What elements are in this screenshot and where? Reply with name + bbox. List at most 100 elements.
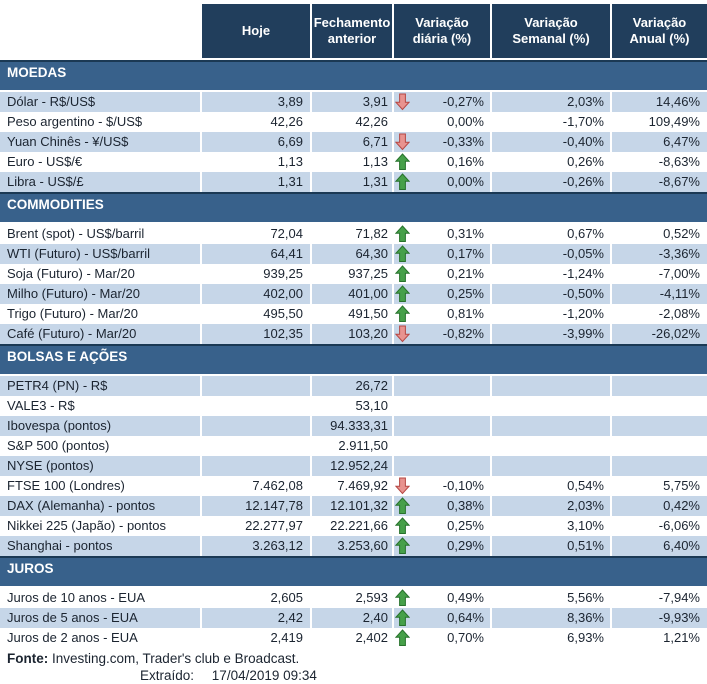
cell-fechamento[interactable]: 12.101,32 bbox=[312, 496, 392, 516]
cell-variacao-diaria[interactable]: 0,00% bbox=[394, 172, 490, 192]
cell-label[interactable]: Milho (Futuro) - Mar/20 bbox=[0, 284, 200, 304]
cell-variacao-semanal[interactable]: 2,03% bbox=[492, 92, 610, 112]
cell-variacao-anual[interactable]: -3,36% bbox=[612, 244, 707, 264]
cell-fechamento[interactable]: 94.333,31 bbox=[312, 416, 392, 436]
cell-label[interactable]: WTI (Futuro) - US$/barril bbox=[0, 244, 200, 264]
cell-variacao-semanal[interactable]: 6,93% bbox=[567, 630, 604, 645]
cell-variacao-anual[interactable]: -7,94% bbox=[658, 590, 700, 605]
cell-variacao-anual[interactable]: 6,47% bbox=[612, 132, 707, 152]
cell-fechamento[interactable]: 1,13 bbox=[362, 154, 388, 169]
cell-hoje[interactable]: 102,35 bbox=[202, 324, 310, 344]
cell-variacao-anual[interactable]: -7,00% bbox=[658, 266, 700, 281]
cell-label[interactable]: Yuan Chinês - ¥/US$ bbox=[0, 132, 200, 152]
cell-variacao-semanal[interactable]: 0,67% bbox=[567, 226, 604, 241]
cell-variacao-anual[interactable]: -9,93% bbox=[612, 608, 707, 628]
cell-hoje[interactable]: 3,89 bbox=[202, 92, 310, 112]
cell-fechamento[interactable]: 2,593 bbox=[355, 590, 388, 605]
cell-hoje[interactable]: 402,00 bbox=[202, 284, 310, 304]
cell-variacao-diaria[interactable]: 0,81% bbox=[394, 304, 490, 324]
cell-hoje[interactable]: 42,26 bbox=[270, 114, 303, 129]
column-header-hoje[interactable]: Hoje bbox=[202, 4, 310, 58]
cell-label[interactable]: Dólar - R$/US$ bbox=[0, 92, 200, 112]
cell-variacao-anual[interactable]: 0,52% bbox=[663, 226, 700, 241]
cell-variacao-semanal[interactable]: 8,36% bbox=[492, 608, 610, 628]
cell-hoje[interactable]: 2,605 bbox=[270, 590, 303, 605]
cell-variacao-semanal[interactable]: 0,54% bbox=[567, 478, 604, 493]
cell-variacao-semanal[interactable] bbox=[492, 416, 610, 436]
cell-fechamento[interactable]: 491,50 bbox=[348, 306, 388, 321]
cell-fechamento[interactable]: 1,31 bbox=[312, 172, 392, 192]
cell-hoje[interactable]: 64,41 bbox=[202, 244, 310, 264]
cell-hoje[interactable]: 12.147,78 bbox=[202, 496, 310, 516]
cell-fechamento[interactable]: 42,26 bbox=[355, 114, 388, 129]
cell-variacao-anual[interactable]: 5,75% bbox=[663, 478, 700, 493]
cell-hoje[interactable] bbox=[202, 456, 310, 476]
cell-variacao-diaria[interactable]: 0,64% bbox=[394, 608, 490, 628]
cell-hoje[interactable]: 939,25 bbox=[263, 266, 303, 281]
cell-variacao-semanal[interactable] bbox=[492, 436, 610, 456]
cell-variacao-diaria[interactable]: 0,31% bbox=[394, 224, 490, 244]
cell-variacao-semanal[interactable]: -1,70% bbox=[562, 114, 604, 129]
cell-fechamento[interactable]: 64,30 bbox=[312, 244, 392, 264]
cell-hoje[interactable] bbox=[202, 376, 310, 396]
cell-variacao-diaria[interactable]: 0,00% bbox=[394, 112, 490, 132]
cell-variacao-semanal[interactable]: -0,05% bbox=[492, 244, 610, 264]
cell-hoje[interactable]: 72,04 bbox=[270, 226, 303, 241]
cell-label[interactable]: Juros de 2 anos - EUA bbox=[7, 630, 138, 645]
cell-variacao-anual[interactable] bbox=[612, 416, 707, 436]
cell-variacao-diaria[interactable] bbox=[394, 436, 490, 456]
cell-label[interactable]: Euro - US$/€ bbox=[7, 154, 83, 169]
cell-variacao-anual[interactable] bbox=[612, 456, 707, 476]
cell-variacao-semanal[interactable]: -1,24% bbox=[562, 266, 604, 281]
cell-variacao-semanal[interactable] bbox=[492, 396, 610, 416]
cell-variacao-diaria[interactable]: 0,70% bbox=[394, 628, 490, 648]
cell-label[interactable]: Juros de 5 anos - EUA bbox=[0, 608, 200, 628]
cell-label[interactable]: FTSE 100 (Londres) bbox=[7, 478, 125, 493]
cell-variacao-diaria[interactable]: 0,25% bbox=[394, 284, 490, 304]
column-header-var-anual[interactable]: Variação Anual (%) bbox=[612, 4, 707, 58]
cell-variacao-diaria[interactable]: 0,16% bbox=[394, 152, 490, 172]
cell-variacao-diaria[interactable]: 0,21% bbox=[394, 264, 490, 284]
cell-fechamento[interactable]: 22.221,66 bbox=[330, 518, 388, 533]
cell-fechamento[interactable]: 53,10 bbox=[355, 398, 388, 413]
cell-fechamento[interactable]: 26,72 bbox=[312, 376, 392, 396]
column-header-fechamento[interactable]: Fechamento anterior bbox=[312, 4, 392, 58]
cell-variacao-diaria[interactable] bbox=[394, 456, 490, 476]
cell-fechamento[interactable]: 937,25 bbox=[348, 266, 388, 281]
cell-label[interactable]: VALE3 - R$ bbox=[7, 398, 75, 413]
cell-variacao-diaria[interactable] bbox=[394, 376, 490, 396]
cell-variacao-semanal[interactable]: -1,20% bbox=[562, 306, 604, 321]
cell-fechamento[interactable]: 401,00 bbox=[312, 284, 392, 304]
cell-variacao-anual[interactable]: -8,67% bbox=[612, 172, 707, 192]
cell-hoje[interactable]: 495,50 bbox=[263, 306, 303, 321]
cell-variacao-semanal[interactable]: 3,10% bbox=[567, 518, 604, 533]
cell-variacao-anual[interactable] bbox=[612, 376, 707, 396]
cell-variacao-diaria[interactable]: 0,25% bbox=[394, 516, 490, 536]
cell-variacao-semanal[interactable]: -0,50% bbox=[492, 284, 610, 304]
cell-fechamento[interactable]: 3.253,60 bbox=[312, 536, 392, 556]
cell-variacao-semanal[interactable]: -3,99% bbox=[492, 324, 610, 344]
cell-variacao-semanal[interactable]: -0,26% bbox=[492, 172, 610, 192]
cell-hoje[interactable] bbox=[202, 396, 310, 416]
cell-label[interactable]: Ibovespa (pontos) bbox=[0, 416, 200, 436]
cell-variacao-diaria[interactable]: 0,29% bbox=[394, 536, 490, 556]
cell-variacao-semanal[interactable] bbox=[492, 376, 610, 396]
cell-label[interactable]: Juros de 10 anos - EUA bbox=[7, 590, 146, 605]
column-header-var-semanal[interactable]: Variação Semanal (%) bbox=[492, 4, 610, 58]
cell-hoje[interactable]: 22.277,97 bbox=[245, 518, 303, 533]
cell-label[interactable]: Brent (spot) - US$/barril bbox=[7, 226, 145, 241]
cell-variacao-semanal[interactable]: 0,51% bbox=[492, 536, 610, 556]
cell-fechamento[interactable]: 71,82 bbox=[355, 226, 388, 241]
cell-variacao-anual[interactable]: -6,06% bbox=[658, 518, 700, 533]
cell-variacao-anual[interactable]: 109,49% bbox=[648, 114, 700, 129]
cell-hoje[interactable]: 7.462,08 bbox=[252, 478, 303, 493]
cell-fechamento[interactable]: 2,40 bbox=[312, 608, 392, 628]
cell-hoje[interactable] bbox=[202, 436, 310, 456]
cell-hoje[interactable]: 1,31 bbox=[202, 172, 310, 192]
cell-variacao-anual[interactable]: 14,46% bbox=[612, 92, 707, 112]
cell-variacao-diaria[interactable]: 0,49% bbox=[394, 588, 490, 608]
cell-fechamento[interactable]: 103,20 bbox=[312, 324, 392, 344]
cell-variacao-anual[interactable]: -4,11% bbox=[612, 284, 707, 304]
cell-variacao-diaria[interactable]: -0,82% bbox=[394, 324, 490, 344]
cell-hoje[interactable]: 2,42 bbox=[202, 608, 310, 628]
